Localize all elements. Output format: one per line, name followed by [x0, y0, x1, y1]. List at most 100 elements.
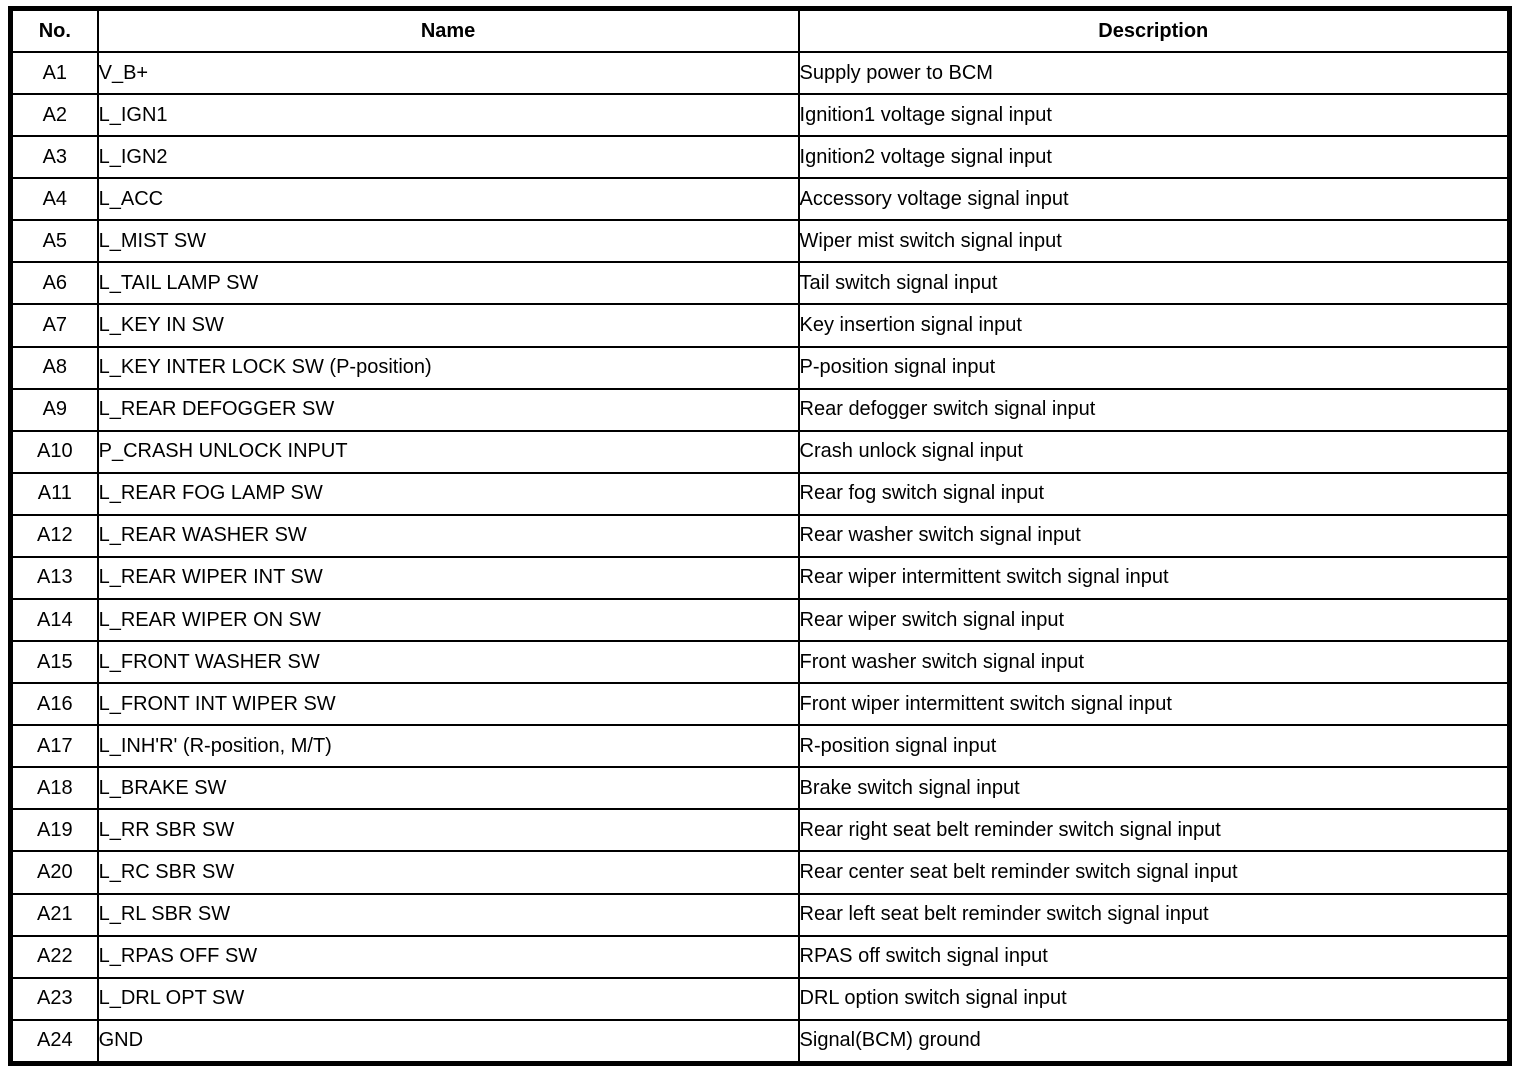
cell-pin-no: A22 [9, 934, 99, 979]
table-row: A11 L_REAR FOG LAMP SW Rear fog switch s… [9, 471, 1511, 516]
cell-pin-name: L_ACC [96, 177, 800, 222]
cell-description: Rear fog switch signal input [797, 471, 1511, 516]
table-row: A22 L_RPAS OFF SW RPAS off switch signal… [9, 934, 1511, 979]
cell-description: P-position signal input [797, 345, 1511, 390]
table-row: A20 L_RC SBR SW Rear center seat belt re… [9, 850, 1511, 895]
table-row: A15 L_FRONT WASHER SW Front washer switc… [9, 640, 1511, 685]
cell-pin-name: L_REAR WASHER SW [96, 513, 800, 558]
table-row: A24 GND Signal(BCM) ground [9, 1018, 1511, 1065]
cell-pin-no: A7 [9, 303, 99, 348]
cell-pin-name: P_CRASH UNLOCK INPUT [96, 429, 800, 474]
cell-pin-no: A24 [9, 1018, 99, 1065]
cell-pin-name: GND [96, 1018, 800, 1065]
cell-pin-no: A1 [9, 50, 99, 96]
table-row: A8 L_KEY INTER LOCK SW (P-position) P-po… [9, 345, 1511, 390]
table-row: A17 L_INH'R' (R-position, M/T) R-positio… [9, 724, 1511, 769]
cell-pin-no: A23 [9, 976, 99, 1021]
cell-pin-name: L_REAR WIPER INT SW [96, 555, 800, 601]
cell-pin-no: A15 [9, 640, 99, 685]
table-row: A18 L_BRAKE SW Brake switch signal input [9, 766, 1511, 811]
cell-description: Rear washer switch signal input [797, 513, 1511, 558]
cell-description: RPAS off switch signal input [797, 934, 1511, 979]
table-body: A1 V_B+ Supply power to BCM A2 L_IGN1 Ig… [9, 50, 1511, 1065]
cell-description: Rear wiper intermittent switch signal in… [797, 555, 1511, 601]
cell-pin-no: A6 [9, 261, 99, 306]
cell-description: Ignition2 voltage signal input [797, 135, 1511, 180]
cell-description: Wiper mist switch signal input [797, 219, 1511, 264]
table-row: A16 L_FRONT INT WIPER SW Front wiper int… [9, 682, 1511, 727]
cell-pin-name: L_INH'R' (R-position, M/T) [96, 724, 800, 769]
cell-description: Brake switch signal input [797, 766, 1511, 811]
table-row: A6 L_TAIL LAMP SW Tail switch signal inp… [9, 261, 1511, 306]
cell-pin-name: L_IGN2 [96, 135, 800, 180]
cell-pin-no: A2 [9, 93, 99, 138]
cell-description: Rear center seat belt reminder switch si… [797, 850, 1511, 895]
cell-pin-name: V_B+ [96, 50, 800, 96]
cell-pin-no: A20 [9, 850, 99, 895]
cell-description: R-position signal input [797, 724, 1511, 769]
cell-description: DRL option switch signal input [797, 976, 1511, 1021]
cell-pin-no: A8 [9, 345, 99, 390]
cell-pin-no: A3 [9, 135, 99, 180]
cell-description: Tail switch signal input [797, 261, 1511, 306]
cell-description: Crash unlock signal input [797, 429, 1511, 474]
cell-pin-no: A10 [9, 429, 99, 474]
cell-pin-name: L_RL SBR SW [96, 892, 800, 937]
cell-pin-name: L_KEY INTER LOCK SW (P-position) [96, 345, 800, 390]
cell-pin-name: L_RR SBR SW [96, 808, 800, 853]
table-row: A23 L_DRL OPT SW DRL option switch signa… [9, 976, 1511, 1021]
cell-pin-no: A12 [9, 513, 99, 558]
cell-pin-name: L_MIST SW [96, 219, 800, 264]
table-row: A3 L_IGN2 Ignition2 voltage signal input [9, 135, 1511, 180]
cell-description: Front wiper intermittent switch signal i… [797, 682, 1511, 727]
table-row: A21 L_RL SBR SW Rear left seat belt remi… [9, 892, 1511, 937]
table-row: A14 L_REAR WIPER ON SW Rear wiper switch… [9, 598, 1511, 643]
cell-pin-no: A14 [9, 598, 99, 643]
table-row: A19 L_RR SBR SW Rear right seat belt rem… [9, 808, 1511, 853]
cell-description: Rear defogger switch signal input [797, 387, 1511, 432]
cell-pin-name: L_TAIL LAMP SW [96, 261, 800, 306]
table-row: A4 L_ACC Accessory voltage signal input [9, 177, 1511, 222]
table-row: A9 L_REAR DEFOGGER SW Rear defogger swit… [9, 387, 1511, 432]
column-header-no: No. [9, 7, 99, 53]
cell-description: Rear left seat belt reminder switch sign… [797, 892, 1511, 937]
table-row: A2 L_IGN1 Ignition1 voltage signal input [9, 93, 1511, 138]
table-row: A13 L_REAR WIPER INT SW Rear wiper inter… [9, 555, 1511, 601]
cell-pin-no: A11 [9, 471, 99, 516]
cell-pin-no: A5 [9, 219, 99, 264]
table-row: A12 L_REAR WASHER SW Rear washer switch … [9, 513, 1511, 558]
cell-pin-name: L_REAR DEFOGGER SW [96, 387, 800, 432]
table-row: A5 L_MIST SW Wiper mist switch signal in… [9, 219, 1511, 264]
cell-pin-name: L_REAR FOG LAMP SW [96, 471, 800, 516]
cell-pin-no: A13 [9, 555, 99, 601]
cell-description: Ignition1 voltage signal input [797, 93, 1511, 138]
table-row: A10 P_CRASH UNLOCK INPUT Crash unlock si… [9, 429, 1511, 474]
cell-pin-name: L_REAR WIPER ON SW [96, 598, 800, 643]
table-row: A7 L_KEY IN SW Key insertion signal inpu… [9, 303, 1511, 348]
cell-pin-no: A21 [9, 892, 99, 937]
cell-pin-no: A16 [9, 682, 99, 727]
bcm-pin-assignment-table: No. Name Description A1 V_B+ Supply powe… [8, 6, 1512, 1066]
cell-pin-name: L_FRONT INT WIPER SW [96, 682, 800, 727]
cell-pin-no: A4 [9, 177, 99, 222]
cell-description: Rear wiper switch signal input [797, 598, 1511, 643]
cell-pin-no: A18 [9, 766, 99, 811]
cell-pin-name: L_RPAS OFF SW [96, 934, 800, 979]
column-header-name: Name [96, 7, 800, 53]
cell-pin-name: L_BRAKE SW [96, 766, 800, 811]
cell-pin-name: L_IGN1 [96, 93, 800, 138]
cell-pin-no: A17 [9, 724, 99, 769]
cell-description: Key insertion signal input [797, 303, 1511, 348]
cell-description: Front washer switch signal input [797, 640, 1511, 685]
cell-pin-no: A9 [9, 387, 99, 432]
column-header-description: Description [797, 7, 1511, 53]
cell-pin-no: A19 [9, 808, 99, 853]
cell-description: Signal(BCM) ground [797, 1018, 1511, 1065]
cell-description: Supply power to BCM [797, 50, 1511, 96]
cell-description: Accessory voltage signal input [797, 177, 1511, 222]
cell-pin-name: L_KEY IN SW [96, 303, 800, 348]
cell-pin-name: L_DRL OPT SW [96, 976, 800, 1021]
table-row: A1 V_B+ Supply power to BCM [9, 50, 1511, 96]
header-row: No. Name Description [9, 7, 1511, 53]
